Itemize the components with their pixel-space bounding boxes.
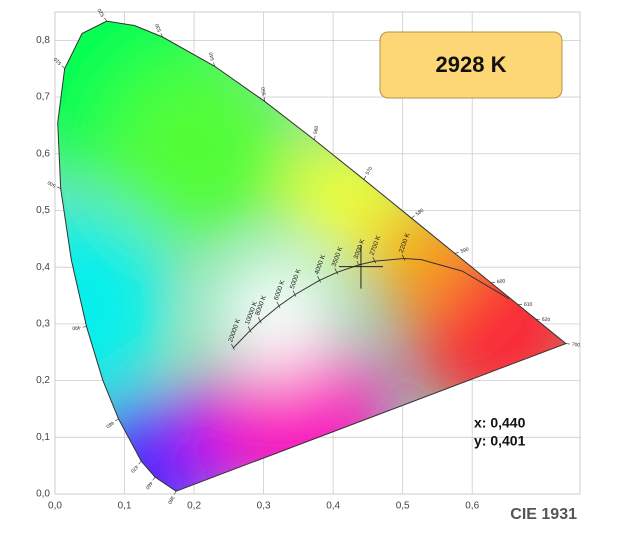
isotherm-tick [372, 257, 377, 264]
footer: CIE 1931 [510, 506, 577, 523]
wavelength-label: 540 [208, 51, 216, 61]
wavelength-label: 510 [53, 56, 63, 66]
wavelength-label: 490 [72, 324, 81, 331]
cct-box [379, 31, 563, 99]
isotherm-tick [276, 301, 281, 309]
x-tick-label: 0,0 [48, 501, 62, 512]
coord-x: x: 0,440 [474, 415, 526, 431]
isotherm-tick [401, 254, 406, 261]
isotherm-tick [231, 343, 235, 351]
wavelength-tick [104, 17, 107, 22]
wavelength-label: 550 [261, 87, 268, 96]
isotherm-tick [356, 260, 361, 268]
wavelength-tick [363, 175, 367, 180]
wavelength-tick [565, 343, 570, 345]
wavelength-label: 610 [524, 302, 533, 308]
isotherm-tick [292, 290, 297, 297]
wavelength-tick [115, 418, 119, 422]
x-tick-label: 0,4 [326, 501, 340, 512]
wavelength-tick [411, 215, 415, 219]
x-tick-label: 0,5 [396, 501, 410, 512]
isotherm-tick [247, 326, 252, 333]
wavelength-tick [61, 65, 65, 69]
x-tick-label: 0,3 [257, 501, 271, 512]
wavelength-tick [160, 33, 163, 38]
wavelength-label: 470 [129, 463, 139, 473]
wavelength-label: 530 [154, 22, 163, 32]
wavelength-label: 570 [365, 166, 375, 176]
y-tick-label: 0,8 [36, 35, 50, 46]
y-tick-label: 0,5 [36, 205, 50, 216]
wavelength-tick [454, 251, 459, 254]
wavelength-tick [57, 186, 61, 189]
wavelength-label: 460 [144, 480, 154, 490]
wavelength-tick [152, 476, 156, 481]
wavelength-label: 520 [97, 7, 107, 17]
cct-value: 2928 K [436, 52, 507, 77]
wavelength-label: 700 [571, 342, 580, 349]
x-tick-label: 0,6 [465, 501, 479, 512]
wavelength-label: 500 [47, 179, 57, 188]
y-tick-label: 0,2 [36, 375, 50, 386]
isotherm-tick [317, 276, 321, 283]
y-tick-label: 0,7 [36, 92, 50, 103]
wavelength-label: 620 [542, 317, 551, 323]
y-tick-label: 0,6 [36, 148, 50, 159]
coord-y: y: 0,401 [474, 433, 526, 449]
x-tick-label: 0,2 [187, 501, 201, 512]
wavelength-label: 560 [313, 125, 320, 134]
wavelength-label: 380 [166, 495, 176, 505]
wavelength-label: 600 [497, 278, 506, 285]
wavelength-label: 580 [415, 208, 425, 218]
y-tick-label: 0,4 [36, 262, 50, 273]
isotherm-tick [257, 317, 262, 324]
y-tick-label: 0,1 [36, 432, 50, 443]
wavelength-tick [138, 461, 142, 465]
wavelength-tick [213, 62, 215, 67]
wavelength-tick [173, 491, 177, 495]
wavelength-label: 590 [460, 247, 470, 255]
wavelength-label: 480 [105, 419, 115, 429]
x-tick-label: 0,1 [118, 501, 132, 512]
wavelength-tick [314, 135, 316, 140]
y-tick-label: 0,3 [36, 319, 50, 330]
isotherm-tick [334, 268, 339, 275]
y-tick-label: 0,0 [36, 489, 50, 500]
